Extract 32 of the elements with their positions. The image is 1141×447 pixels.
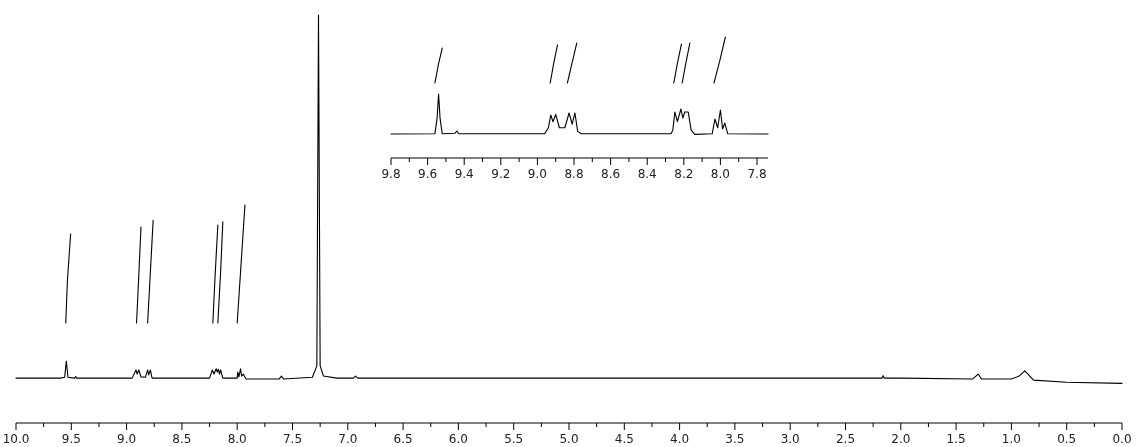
x-tick-label: 5.0	[559, 432, 579, 446]
x-tick-label: 9.5	[61, 432, 81, 446]
x-tick-label: 0.5	[1057, 432, 1077, 446]
x-tick-label: 9.0	[117, 432, 137, 446]
x-tick-label: 9.8	[381, 167, 401, 181]
x-tick-label: 9.0	[527, 167, 547, 181]
x-tick-label: 3.0	[780, 432, 800, 446]
x-tick-label: 1.0	[1001, 432, 1021, 446]
x-tick-label: 8.8	[564, 167, 584, 181]
x-tick-label: 8.0	[227, 432, 247, 446]
x-tick-label: 8.2	[674, 167, 694, 181]
x-tick-label: 3.5	[725, 432, 745, 446]
x-tick-label: 9.4	[454, 167, 474, 181]
x-tick-label: 5.5	[504, 432, 524, 446]
x-tick-label: 10.0	[2, 432, 30, 446]
x-tick-label: 7.5	[282, 432, 303, 446]
x-tick-label: 8.5	[172, 432, 192, 446]
x-tick-label: 8.6	[601, 167, 621, 181]
x-tick-label: 9.6	[418, 167, 438, 181]
x-tick-label: 1.5	[946, 432, 966, 446]
x-tick-label: 2.0	[891, 432, 911, 446]
x-tick-label: 7.8	[747, 167, 767, 181]
x-tick-label: 8.4	[637, 167, 657, 181]
x-tick-label: 9.2	[491, 167, 511, 181]
x-tick-label: 6.5	[393, 432, 413, 446]
x-tick-label: 2.5	[835, 432, 856, 446]
x-tick-label: 7.0	[338, 432, 358, 446]
x-tick-label: 4.5	[614, 432, 634, 446]
x-tick-label: 8.0	[710, 167, 730, 181]
x-tick-label: 6.0	[448, 432, 468, 446]
x-tick-label: 0.0	[1112, 432, 1132, 446]
x-tick-label: 4.0	[670, 432, 690, 446]
